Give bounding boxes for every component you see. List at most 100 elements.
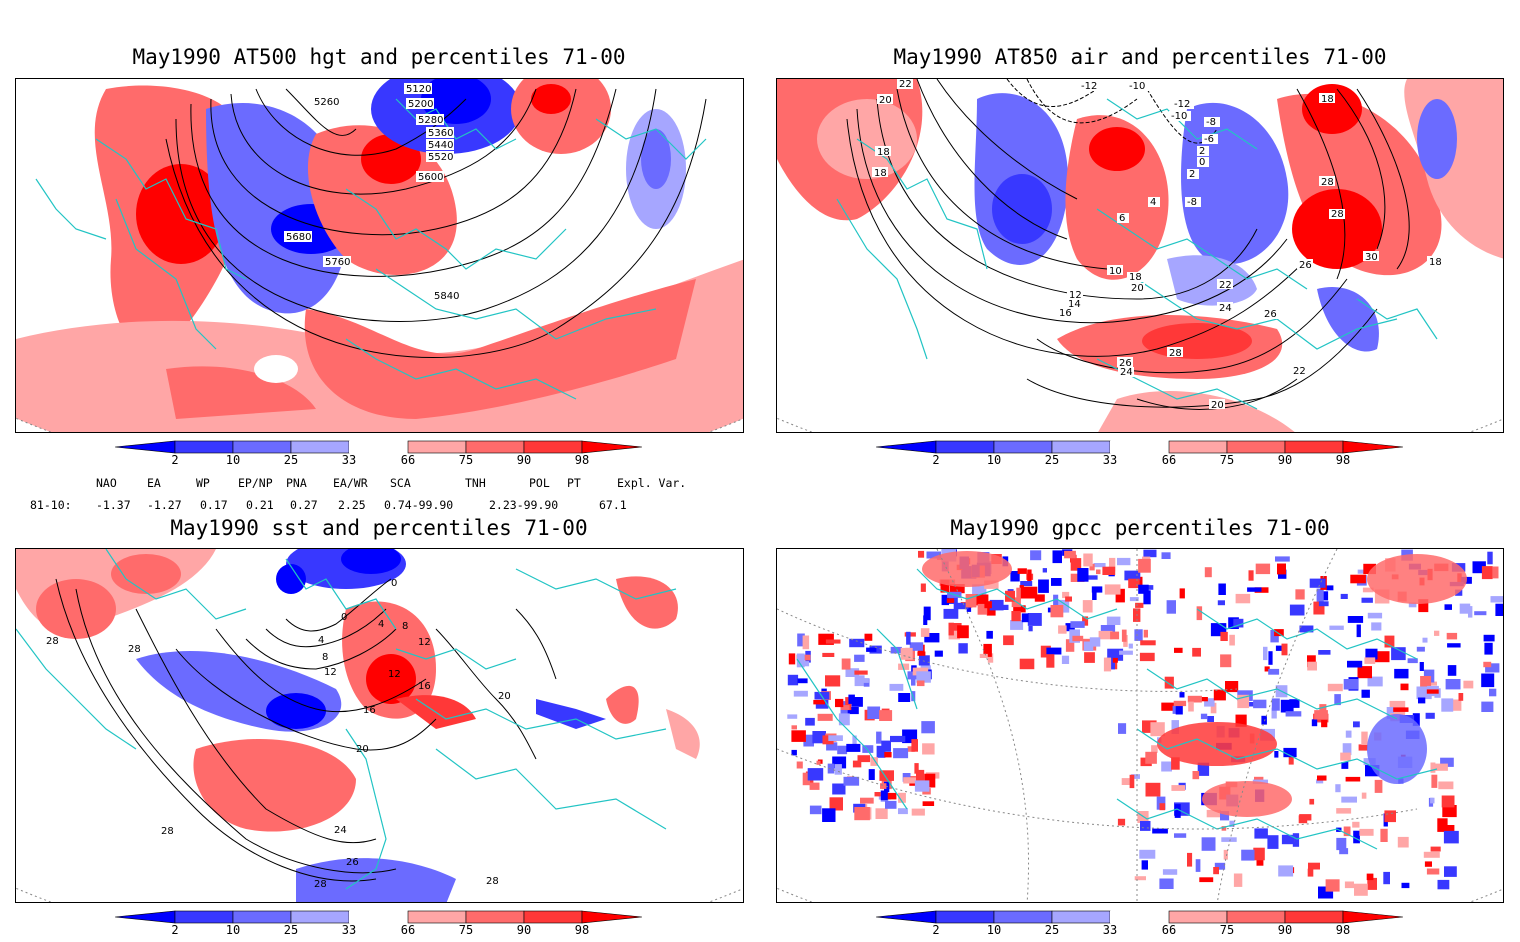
- precip-cell: [1218, 583, 1226, 595]
- precip-cell: [917, 651, 926, 656]
- contour-label: -12: [1081, 81, 1097, 92]
- contour-label: 12: [388, 669, 401, 680]
- precip-cell: [1082, 600, 1093, 613]
- index-header-pna: PNA: [286, 476, 307, 490]
- precip-cell: [816, 760, 821, 765]
- contour-label: 28: [128, 644, 141, 655]
- precip-cell: [921, 721, 935, 734]
- contour-label: 5520: [428, 152, 453, 163]
- precip-cell: [984, 580, 999, 589]
- precip-cell: [1229, 634, 1235, 646]
- precip-cell: [1289, 604, 1305, 616]
- precip-cell: [1295, 589, 1305, 600]
- precip-cell: [1356, 624, 1361, 638]
- colorbar-label: 98: [574, 453, 590, 467]
- colorbar-segment: [290, 910, 350, 924]
- precip-cell: [1128, 578, 1140, 589]
- precip-cell: [1062, 591, 1070, 599]
- precip-cell: [1022, 586, 1038, 599]
- precip-cell: [1343, 679, 1359, 690]
- precip-cell: [1195, 859, 1201, 872]
- map-hgt500-svg: 5120 5200 5260 5280 5360 5440 5520 5600 …: [16, 79, 743, 432]
- precip-cell: [1083, 553, 1093, 567]
- precip-cell: [1084, 575, 1098, 580]
- precip-cell: [898, 663, 910, 670]
- index-value-pna: 0.27: [290, 498, 318, 512]
- contour-label: 22: [1219, 280, 1232, 291]
- precip-cell: [1171, 757, 1180, 770]
- colorbar-label: 10: [986, 923, 1002, 937]
- precip-cell: [813, 699, 825, 705]
- colorbar-segment: [1342, 910, 1404, 924]
- colorbar-label: 25: [283, 453, 299, 467]
- precip-cell: [1426, 868, 1440, 875]
- precip-cell: [852, 735, 857, 746]
- contour-label: 4: [1150, 197, 1156, 208]
- precip-cell: [1441, 795, 1455, 808]
- index-header-pol: POL: [529, 476, 550, 490]
- precip-cell: [867, 706, 881, 719]
- precip-cell: [1313, 601, 1325, 615]
- index-header-nao: NAO: [96, 476, 117, 490]
- precip-cell: [822, 652, 835, 657]
- precip-cell: [818, 633, 834, 645]
- precip-cell: [1443, 830, 1459, 844]
- precip-cell: [1393, 707, 1409, 712]
- precip-cell: [1206, 809, 1221, 818]
- contour-label: 20: [356, 744, 369, 755]
- precip-cell: [1374, 779, 1383, 793]
- contour-label: 5840: [434, 291, 459, 302]
- index-value-ea: -1.27: [147, 498, 182, 512]
- precip-cell: [916, 680, 925, 687]
- precip-cell: [923, 606, 931, 621]
- precip-cell: [805, 717, 815, 726]
- precip-cell: [1131, 774, 1140, 779]
- index-header-wp: WP: [196, 476, 210, 490]
- index-value-sca-tnh: 0.74-99.90: [384, 498, 454, 512]
- precip-cell: [1241, 849, 1255, 861]
- precip-cell: [1394, 668, 1409, 679]
- colorbar-label: 2: [932, 453, 940, 467]
- precip-cell: [890, 735, 906, 743]
- precip-cell: [1010, 620, 1024, 630]
- precip-cell: [1129, 597, 1139, 602]
- precip-cell: [1248, 570, 1254, 581]
- precip-cell: [1174, 833, 1187, 838]
- contour-label: 26: [1119, 358, 1132, 369]
- precip-cell: [1027, 613, 1042, 626]
- precip-cell: [1010, 571, 1020, 582]
- precip-cell: [1347, 616, 1364, 623]
- contour-label: 5360: [428, 128, 453, 139]
- precip-cell: [1065, 623, 1075, 632]
- contour-label: 28: [1169, 348, 1182, 359]
- precip-cell: [983, 643, 992, 657]
- precip-cell: [1319, 591, 1329, 601]
- precip-cell: [1253, 699, 1267, 709]
- precip-cell: [1150, 722, 1165, 737]
- colorbar-label: 98: [1335, 453, 1351, 467]
- colorbar-label: 66: [400, 923, 416, 937]
- precip-cell: [914, 763, 919, 774]
- precip-cell: [1289, 699, 1300, 708]
- precip-cell: [1065, 596, 1072, 602]
- colorbar-label: 2: [932, 923, 940, 937]
- precip-cell: [797, 633, 805, 647]
- precip-cell: [1451, 699, 1462, 711]
- precip-cell: [1321, 719, 1328, 728]
- precip-cell: [1308, 862, 1320, 870]
- precip-cell: [1490, 596, 1503, 603]
- precip-cell: [911, 739, 918, 752]
- precip-cell: [890, 646, 902, 654]
- index-row-label: 81-10:: [30, 498, 72, 512]
- precip-cell: [1316, 588, 1324, 603]
- precip-cell: [845, 668, 860, 677]
- precip-cell: [943, 608, 959, 619]
- precip-cell: [1299, 814, 1312, 821]
- precip-cell: [1422, 637, 1428, 643]
- precip-cell: [1171, 720, 1179, 734]
- colorbar-label: 2: [171, 923, 179, 937]
- precip-cell: [1481, 701, 1494, 712]
- precip-cell: [879, 770, 894, 781]
- precip-cell: [1143, 590, 1151, 605]
- colorbar-segment: [1051, 440, 1111, 454]
